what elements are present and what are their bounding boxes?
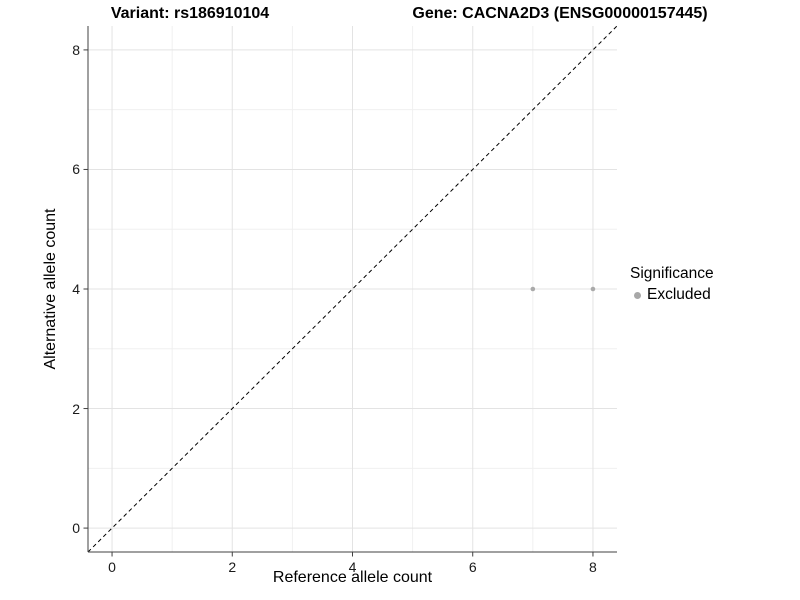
data-point xyxy=(590,286,596,292)
identity-dashed-line xyxy=(87,25,618,553)
chart-title-variant: Variant: rs186910104 xyxy=(110,5,270,22)
legend: Significance Excluded xyxy=(628,265,798,304)
data-point xyxy=(530,286,536,292)
x-tick-label: 2 xyxy=(228,559,237,575)
y-tick-label: 0 xyxy=(72,520,80,537)
legend-item: Excluded xyxy=(628,286,798,304)
y-tick-label: 4 xyxy=(72,281,80,297)
x-tick-label: 4 xyxy=(348,559,357,575)
x-tick-label: 8 xyxy=(589,559,597,575)
y-tick-label: 2 xyxy=(72,400,80,417)
chart-title-gene: Gene: CACNA2D3 (ENSG00000157445) xyxy=(412,5,708,22)
legend-title: Significance xyxy=(630,265,714,282)
y-tick-label: 6 xyxy=(72,161,80,178)
legend-item-label: Excluded xyxy=(647,286,711,303)
y-tick-label: 8 xyxy=(72,41,80,58)
y-axis-title: Alternative allele count xyxy=(42,208,59,370)
x-tick-label: 6 xyxy=(468,559,477,575)
x-tick-label: 0 xyxy=(108,559,116,575)
x-axis-title: Reference allele count xyxy=(272,569,433,586)
legend-key-dot-icon xyxy=(634,291,641,299)
legend-items: Excluded xyxy=(628,286,798,304)
